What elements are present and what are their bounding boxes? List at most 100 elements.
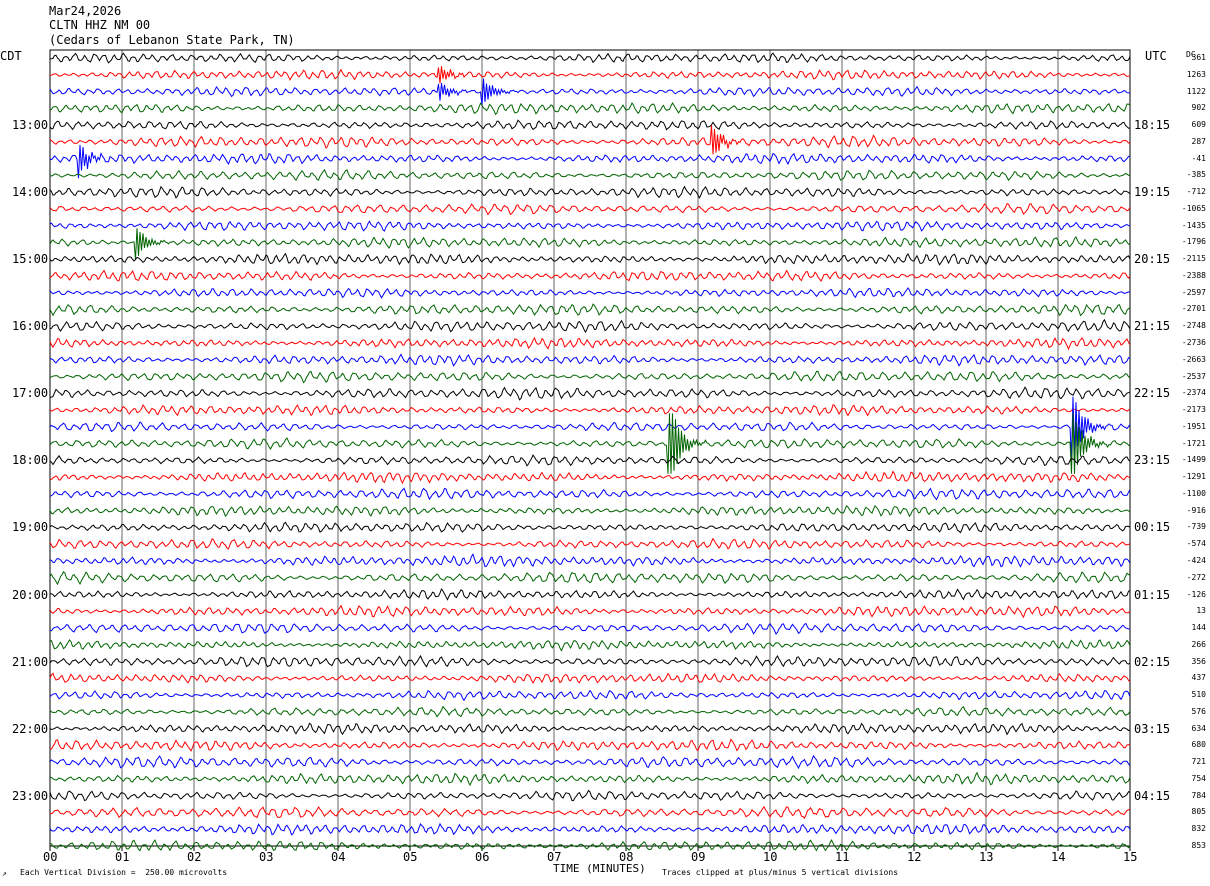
left-hour-label: 13:00 bbox=[12, 118, 49, 133]
left-timezone-label: CDT bbox=[0, 49, 22, 63]
seismic-trace bbox=[49, 228, 1131, 260]
left-hour-label: 15:00 bbox=[12, 252, 49, 267]
dc-offset-label: 361 bbox=[1191, 53, 1206, 62]
seismic-trace bbox=[49, 553, 1131, 568]
dc-offset-label: -2597 bbox=[1181, 287, 1206, 297]
seismic-trace bbox=[49, 386, 1131, 401]
seismic-trace bbox=[49, 705, 1131, 718]
dc-offset-label: -2115 bbox=[1181, 254, 1206, 264]
left-hour-label: 14:00 bbox=[12, 185, 49, 200]
right-hour-label: 22:15 bbox=[1134, 386, 1171, 401]
right-hour-label: 19:15 bbox=[1134, 185, 1171, 200]
dc-offset-label: 510 bbox=[1191, 690, 1206, 700]
seismic-trace bbox=[49, 722, 1131, 736]
seismic-trace bbox=[49, 303, 1131, 317]
left-hour-label: 21:00 bbox=[12, 654, 49, 669]
left-hour-label: 16:00 bbox=[12, 319, 49, 334]
seismic-trace bbox=[49, 52, 1131, 64]
seismic-trace bbox=[49, 318, 1131, 334]
seismic-trace bbox=[49, 839, 1131, 852]
right-hour-label: 04:15 bbox=[1134, 788, 1171, 803]
right-hour-label: 21:15 bbox=[1134, 319, 1171, 334]
dc-offset-label: -574 bbox=[1186, 539, 1206, 549]
plot-frame bbox=[49, 49, 1131, 847]
dc-offset-label: 784 bbox=[1191, 790, 1206, 800]
x-tick-label: 15 bbox=[1123, 850, 1138, 864]
dc-offset-label: 1263 bbox=[1186, 69, 1206, 79]
x-tick-label: 07 bbox=[547, 850, 562, 864]
seismic-trace bbox=[49, 639, 1131, 652]
seismic-trace bbox=[49, 269, 1131, 282]
seismic-trace bbox=[49, 822, 1131, 836]
dc-offset-label: -385 bbox=[1186, 170, 1206, 180]
x-tick-label: 08 bbox=[619, 850, 634, 864]
seismic-trace bbox=[49, 805, 1131, 819]
seismic-trace bbox=[49, 654, 1131, 668]
vertical-division-note: Each Vertical Division = 250.00 microvol… bbox=[20, 868, 228, 877]
seismic-trace bbox=[49, 185, 1131, 200]
seismic-trace bbox=[49, 413, 1131, 474]
seismic-trace bbox=[49, 336, 1131, 351]
seismic-trace bbox=[49, 689, 1131, 702]
dc-offset-label: 356 bbox=[1191, 656, 1206, 666]
right-hour-label: 18:15 bbox=[1134, 118, 1171, 133]
seismic-trace bbox=[49, 754, 1131, 770]
dc-offset-label: -712 bbox=[1186, 187, 1206, 197]
x-tick-label: 00 bbox=[43, 850, 58, 864]
x-tick-label: 14 bbox=[1051, 850, 1066, 864]
dc-offset-label: 805 bbox=[1191, 807, 1206, 817]
dc-offset-label: -1100 bbox=[1181, 488, 1206, 498]
dc-offset-label: -272 bbox=[1186, 572, 1206, 582]
dc-offset-label: -2701 bbox=[1181, 304, 1206, 314]
x-tick-label: 04 bbox=[331, 850, 346, 864]
x-tick-label: 10 bbox=[763, 850, 778, 864]
seismic-trace bbox=[49, 521, 1131, 534]
dc-offset-label: -41 bbox=[1191, 153, 1206, 163]
seismic-trace bbox=[49, 738, 1131, 752]
x-tick-label: 03 bbox=[259, 850, 274, 864]
left-hour-label: 22:00 bbox=[12, 721, 49, 736]
x-tick-label: 13 bbox=[979, 850, 994, 864]
seismic-trace bbox=[49, 504, 1131, 518]
dc-offset-label: 287 bbox=[1191, 136, 1206, 146]
seismic-trace bbox=[49, 454, 1131, 467]
station-code: CLTN HHZ NM 00 bbox=[49, 18, 151, 32]
dc-offset-label: -739 bbox=[1186, 522, 1206, 532]
dc-offset-label: -424 bbox=[1186, 555, 1206, 565]
left-hour-label: 17:00 bbox=[12, 386, 49, 401]
dc-offset-label: -1721 bbox=[1181, 438, 1206, 448]
dc-offset-label: 144 bbox=[1191, 623, 1206, 633]
x-tick-label: 02 bbox=[187, 850, 202, 864]
dc-offset-label: -2663 bbox=[1181, 354, 1206, 364]
dc-offset-label: -2748 bbox=[1181, 321, 1206, 331]
dc-offset-label: -2736 bbox=[1181, 338, 1206, 348]
seismic-trace bbox=[49, 78, 1131, 106]
dc-header-label: DC bbox=[1186, 50, 1196, 59]
right-hour-label: 02:15 bbox=[1134, 654, 1171, 669]
seismic-trace bbox=[49, 202, 1131, 216]
dc-offset-label: 721 bbox=[1191, 757, 1206, 767]
clipping-note: Traces clipped at plus/minus 5 vertical … bbox=[662, 868, 899, 877]
seismic-trace bbox=[49, 771, 1131, 787]
right-timezone-label: UTC bbox=[1145, 49, 1167, 63]
seismic-trace bbox=[49, 168, 1131, 182]
dc-offset-label: 576 bbox=[1191, 706, 1206, 716]
seismic-trace bbox=[49, 144, 1131, 179]
seismic-trace bbox=[49, 622, 1131, 635]
seismic-trace bbox=[49, 487, 1131, 501]
left-hour-label: 19:00 bbox=[12, 520, 49, 535]
dc-offset-label: 437 bbox=[1191, 673, 1206, 683]
dc-offset-label: 902 bbox=[1191, 103, 1206, 113]
dc-offset-label: -1499 bbox=[1181, 455, 1206, 465]
dc-offset-label: -126 bbox=[1186, 589, 1206, 599]
seismic-trace bbox=[49, 570, 1131, 586]
dc-offset-label: 853 bbox=[1191, 841, 1206, 850]
dc-offset-label: 1122 bbox=[1186, 86, 1206, 96]
dc-offset-label: 13 bbox=[1196, 606, 1206, 616]
left-hour-label: 18:00 bbox=[12, 453, 49, 468]
dc-offset-label: -916 bbox=[1186, 505, 1206, 515]
seismic-trace bbox=[49, 287, 1131, 299]
x-tick-label: 06 bbox=[475, 850, 490, 864]
dc-offset-label: 754 bbox=[1191, 773, 1206, 783]
